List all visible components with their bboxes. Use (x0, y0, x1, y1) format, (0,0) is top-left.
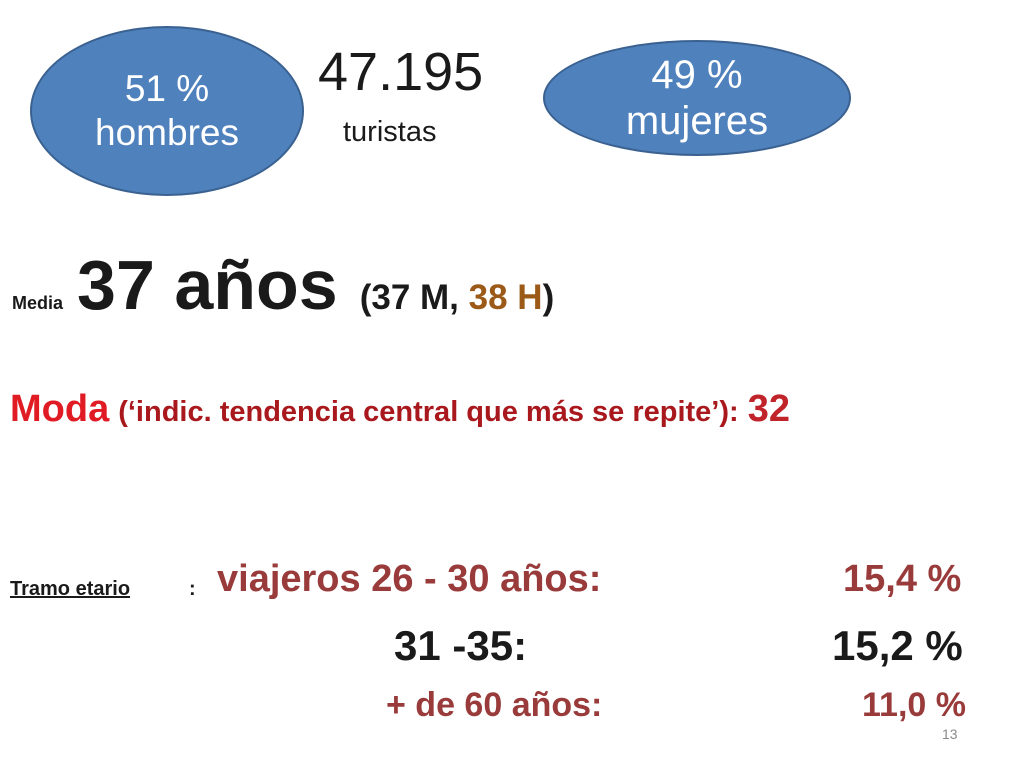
mode-note: (‘indic. tendencia central que más se re… (118, 396, 739, 428)
mean-age-detail-open: (37 M, (359, 278, 469, 317)
men-percent: 51 % (124, 68, 210, 109)
mean-age-line: Media 37 años (37 M, 38 H) (12, 242, 554, 332)
men-percentage-ellipse: 51 % hombres (30, 26, 304, 196)
age-range-label-1: viajeros 26 - 30 años: (217, 558, 602, 600)
women-label: mujeres (625, 99, 769, 143)
women-percent: 49 % (651, 53, 743, 97)
age-range-value-2: 15,2 % (832, 622, 963, 669)
mean-age-detail-close: ) (542, 278, 555, 317)
mode-line: Moda (‘indic. tendencia central que más … (10, 388, 790, 431)
age-range-heading: Tramo etario (10, 578, 131, 600)
total-tourists-label: turistas (343, 116, 437, 148)
mean-age-value: 37 años (77, 246, 338, 324)
mode-label: Moda (10, 388, 110, 430)
age-range-value-3: 11,0 % (862, 686, 966, 724)
women-percentage-ellipse: 49 % mujeres (543, 40, 851, 156)
age-range-value-1: 15,4 % (843, 558, 962, 600)
mean-age-detail: (37 M, 38 H) (360, 278, 555, 318)
age-range-label-2: 31 -35: (394, 622, 528, 669)
mean-label: Media (12, 293, 64, 313)
men-label: hombres (95, 112, 239, 153)
mode-value: 32 (747, 388, 790, 430)
mean-age-detail-h: 38 H (468, 278, 543, 317)
total-tourists-number: 47.195 (318, 42, 484, 102)
slide-number: 13 (942, 726, 958, 742)
age-range-label-3: + de 60 años: (386, 686, 603, 724)
age-range-heading-colon: : (189, 578, 196, 600)
